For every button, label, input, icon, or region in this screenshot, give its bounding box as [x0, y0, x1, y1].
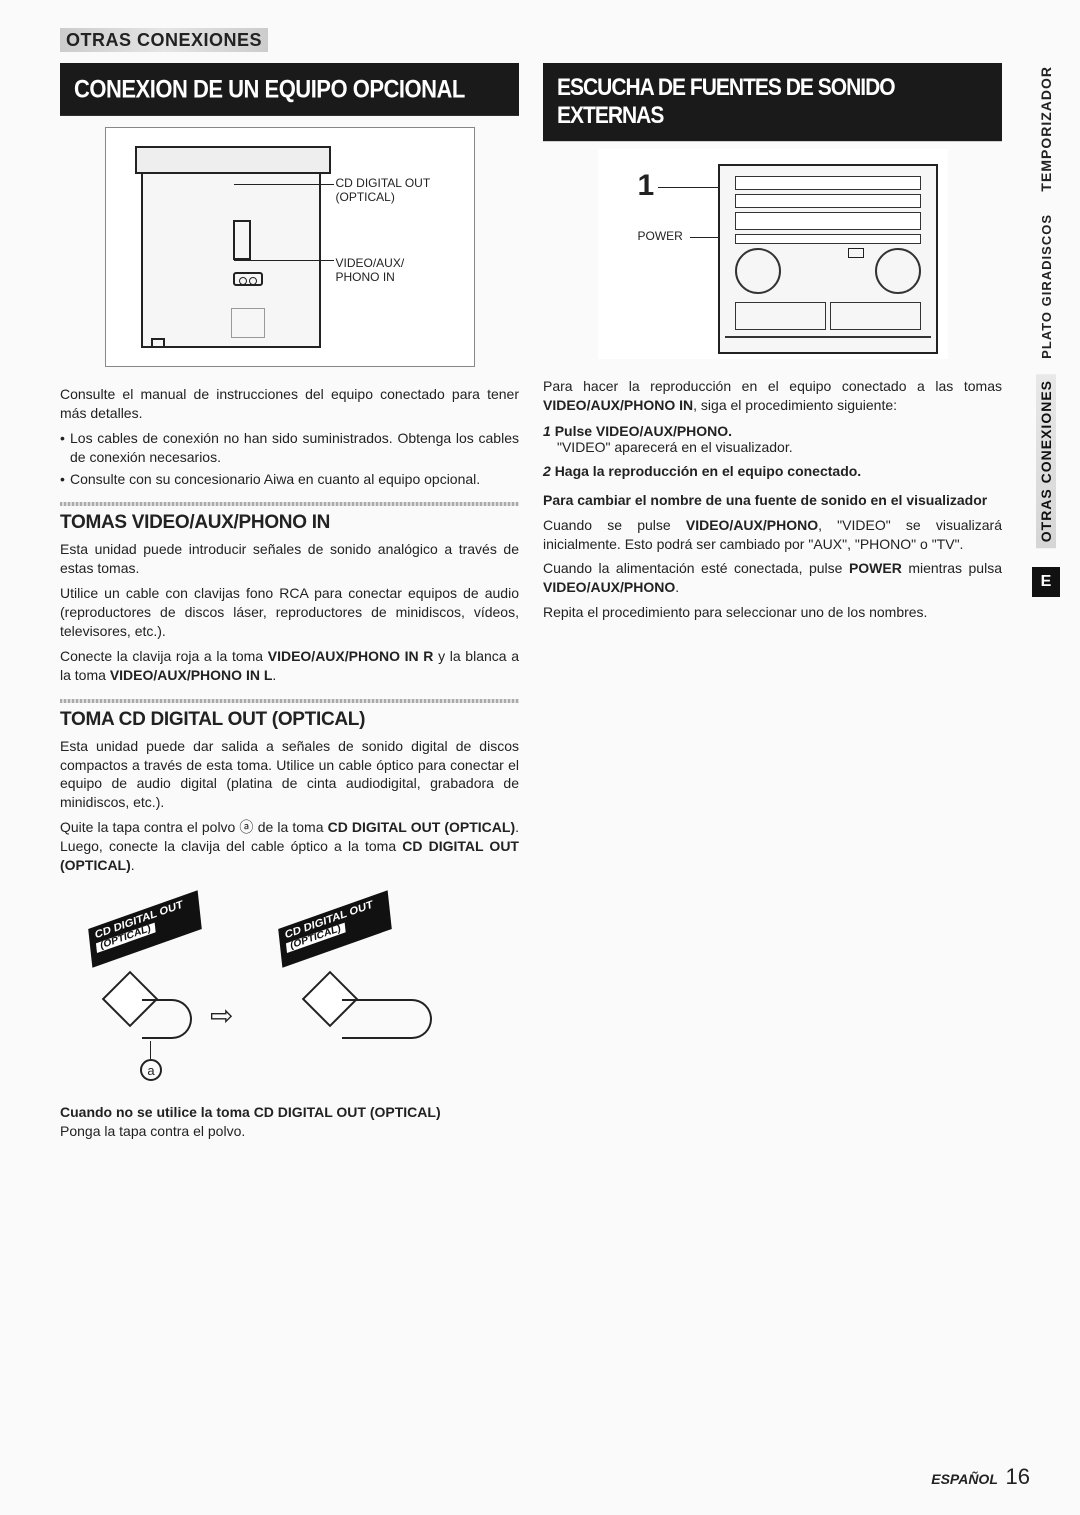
diagram1-label-vap: VIDEO/AUX/ PHONO IN: [336, 256, 405, 284]
callout-1: 1: [638, 169, 655, 203]
section1-p2b: Conecte la clavija roja a la toma VIDEO/…: [60, 647, 519, 685]
intro-text: Consulte el manual de instrucciones del …: [60, 385, 519, 423]
optical-flag-left: CD DIGITAL OUT (OPTICAL): [88, 890, 202, 968]
section1-p1: Esta unidad puede introducir señales de …: [60, 540, 519, 578]
optical-flag-right: CD DIGITAL OUT (OPTICAL): [278, 890, 392, 968]
change-p2: Cuando la alimentación esté conectada, p…: [543, 559, 1002, 597]
footer-lang: ESPAÑOL: [931, 1471, 997, 1487]
diagram-front-panel: 1 POWER: [598, 149, 948, 359]
marker-a: a: [140, 1059, 162, 1081]
section1-title: TOMAS VIDEO/AUX/PHONO IN: [60, 512, 519, 534]
tab-otras-conexiones: OTRAS CONEXIONES: [1036, 374, 1056, 548]
intro-bullets: Los cables de conexión no han sido sumin…: [60, 429, 519, 489]
header-text: OTRAS CONEXIONES: [60, 28, 268, 52]
footer-page: 16: [1006, 1464, 1030, 1489]
change-p1: Cuando se pulse VIDEO/AUX/PHONO, "VIDEO"…: [543, 516, 1002, 554]
arrow-icon: ⇨: [210, 999, 233, 1032]
right-intro: Para hacer la reproducción en el equipo …: [543, 377, 1002, 415]
section2-title: TOMA CD DIGITAL OUT (OPTICAL): [60, 709, 519, 731]
change-title: Para cambiar el nombre de una fuente de …: [543, 491, 1002, 510]
left-banner: CONEXION DE UN EQUIPO OPCIONAL: [60, 63, 519, 116]
section2-p2: Quite la tapa contra el polvo ⓐ de la to…: [60, 818, 519, 875]
tab-plato: PLATO GIRADISCOS: [1037, 208, 1056, 365]
left-column: CONEXION DE UN EQUIPO OPCIONAL CD DIGITA…: [60, 63, 519, 1147]
bullet-1: Los cables de conexión no han sido sumin…: [60, 429, 519, 467]
divider-2: [60, 699, 519, 703]
right-column: ESCUCHA DE FUENTES DE SONIDO EXTERNAS 1 …: [543, 63, 1030, 1147]
diagram-rear-panel: CD DIGITAL OUT (OPTICAL) VIDEO/AUX/ PHON…: [105, 127, 475, 367]
step1-sub: "VIDEO" aparecerá en el visualizador.: [557, 439, 1002, 455]
step-2: 2 Haga la reproducción en el equipo cone…: [543, 463, 1002, 479]
right-banner: ESCUCHA DE FUENTES DE SONIDO EXTERNAS: [543, 63, 1002, 141]
divider-1: [60, 502, 519, 506]
page-header: OTRAS CONEXIONES: [60, 30, 1030, 51]
change-p3: Repita el procedimiento para seleccionar…: [543, 603, 1002, 622]
power-label: POWER: [638, 229, 683, 243]
section2-p1: Esta unidad puede dar salida a señales d…: [60, 737, 519, 813]
bullet-2: Consulte con su concesionario Aiwa en cu…: [60, 470, 519, 489]
page-footer: ESPAÑOL 16: [931, 1464, 1030, 1490]
diagram-optical: CD DIGITAL OUT (OPTICAL) CD DIGITAL OUT …: [60, 889, 430, 1089]
side-tabs: TEMPORIZADOR PLATO GIRADISCOS OTRAS CONE…: [1034, 60, 1058, 597]
language-badge: E: [1032, 567, 1060, 597]
diagram1-label-cd: CD DIGITAL OUT (OPTICAL): [336, 176, 431, 204]
tab-temporizador: TEMPORIZADOR: [1036, 60, 1056, 198]
optical-note: Cuando no se utilice la toma CD DIGITAL …: [60, 1103, 519, 1141]
step-1: 1 Pulse VIDEO/AUX/PHONO. "VIDEO" aparece…: [543, 423, 1002, 455]
section1-p2a: Utilice un cable con clavijas fono RCA p…: [60, 584, 519, 641]
